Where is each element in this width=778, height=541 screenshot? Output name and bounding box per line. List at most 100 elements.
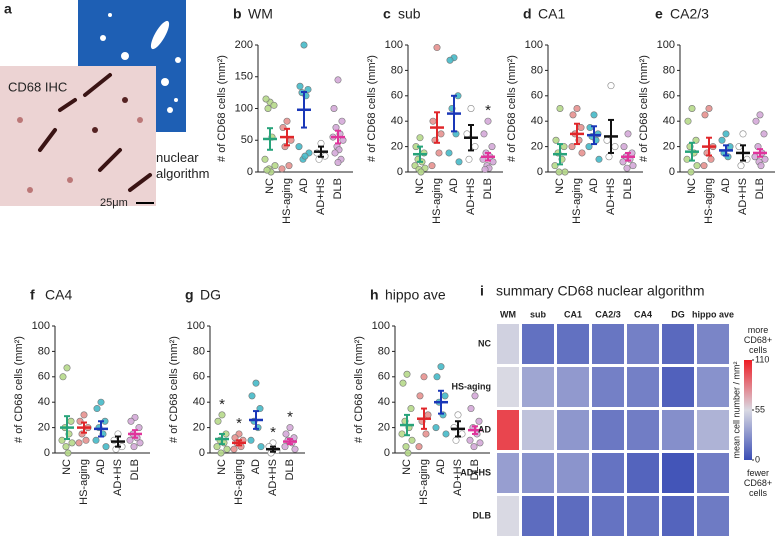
significance-star: *	[219, 396, 225, 413]
data-point	[283, 117, 291, 125]
y-axis-label: # of CD68 cells (mm²)	[638, 55, 650, 162]
data-point	[262, 95, 270, 103]
x-tick-label: NC	[264, 178, 276, 194]
data-point	[424, 411, 432, 419]
panel-title: WM	[248, 6, 273, 22]
data-point	[629, 162, 637, 170]
data-point	[569, 111, 577, 119]
data-point	[214, 417, 222, 425]
data-point	[463, 130, 471, 138]
heatmap-cell	[627, 496, 659, 536]
data-point	[455, 158, 463, 166]
data-point	[62, 443, 70, 451]
data-point	[435, 149, 443, 157]
x-tick-label: AD+HS	[737, 178, 749, 215]
data-point	[693, 162, 701, 170]
y-tick-label: 40	[391, 115, 403, 127]
heatmap-cell	[557, 496, 589, 536]
heatmap-cell	[557, 453, 589, 493]
data-point	[407, 405, 415, 413]
y-tick-label: 20	[193, 422, 205, 434]
x-tick-label: HS-aging	[703, 178, 715, 224]
data-point	[420, 373, 428, 381]
data-point	[470, 443, 478, 451]
data-point	[476, 439, 484, 447]
heatmap-cell	[497, 367, 519, 407]
data-point	[452, 436, 460, 444]
x-tick-label: HS-aging	[431, 178, 443, 224]
row-label: AD	[478, 424, 491, 434]
x-tick-label: HS-aging	[418, 459, 430, 505]
data-point	[417, 168, 425, 176]
y-axis-label: # of CD68 cells (mm²)	[353, 336, 365, 443]
x-tick-label: AD	[720, 178, 732, 193]
stain-label: CD68 IHC	[8, 79, 67, 94]
y-tick-label: 0	[44, 447, 50, 459]
data-point	[136, 439, 144, 447]
heatmap-cell	[662, 410, 694, 450]
panel-title: DG	[200, 287, 221, 303]
data-point	[331, 149, 339, 157]
data-point	[620, 143, 628, 151]
data-point	[578, 149, 586, 157]
data-point	[590, 111, 598, 119]
data-point	[261, 155, 269, 163]
data-point	[603, 136, 611, 144]
data-point	[403, 370, 411, 378]
x-tick-label: DLB	[129, 459, 141, 480]
x-tick-label: DLB	[469, 459, 481, 480]
data-point	[467, 405, 475, 413]
panel-letter: g	[185, 287, 194, 303]
data-point	[230, 445, 238, 453]
heatmap-cell	[627, 453, 659, 493]
data-point	[300, 41, 308, 49]
data-point	[398, 430, 406, 438]
data-point	[271, 162, 279, 170]
y-tick-label: 80	[391, 64, 403, 76]
column-label: CA2/3	[595, 309, 621, 319]
heatmap-cell	[497, 453, 519, 493]
y-tick-label: 20	[378, 422, 390, 434]
y-axis-label: # of CD68 cells (mm²)	[506, 55, 518, 162]
heatmap-cell	[522, 496, 554, 536]
data-point	[433, 44, 441, 52]
scale-bar-label: 25μm	[100, 197, 128, 209]
heatmap-cell	[497, 324, 519, 364]
y-tick-label: 80	[378, 345, 390, 357]
data-point	[296, 82, 304, 90]
data-point	[722, 130, 730, 138]
column-label: CA4	[634, 309, 652, 319]
row-label: AD+HS	[460, 467, 491, 477]
panel-letter: d	[523, 6, 532, 22]
data-point	[75, 439, 83, 447]
data-point	[281, 443, 289, 451]
data-point	[568, 143, 576, 151]
data-point	[688, 105, 696, 113]
data-point	[737, 162, 745, 170]
y-tick-label: 100	[235, 102, 253, 114]
colorbar-low-label: fewer CD68+ cells	[743, 468, 773, 498]
data-point	[484, 117, 492, 125]
data-point	[489, 158, 497, 166]
heatmap-cell	[497, 410, 519, 450]
significance-star: *	[287, 409, 293, 426]
heatmap-cell	[557, 367, 589, 407]
data-point	[223, 445, 231, 453]
y-tick-label: 80	[531, 64, 543, 76]
data-point	[607, 82, 615, 90]
x-tick-label: DLB	[754, 178, 766, 199]
method-label: nuclear algorithm	[156, 150, 210, 181]
data-point	[64, 449, 72, 457]
data-point	[218, 411, 226, 419]
y-tick-label: 200	[235, 39, 253, 51]
colorbar-tick-label: 0	[755, 454, 760, 464]
y-axis-label: # of CD68 cells (mm²)	[13, 336, 25, 443]
data-point	[623, 164, 631, 172]
y-tick-label: 40	[378, 396, 390, 408]
column-label: DG	[671, 309, 685, 319]
data-point	[282, 430, 290, 438]
y-tick-label: 60	[391, 90, 403, 102]
data-point	[577, 124, 585, 132]
x-tick-label: AD	[95, 459, 107, 474]
y-tick-label: 0	[247, 166, 253, 178]
